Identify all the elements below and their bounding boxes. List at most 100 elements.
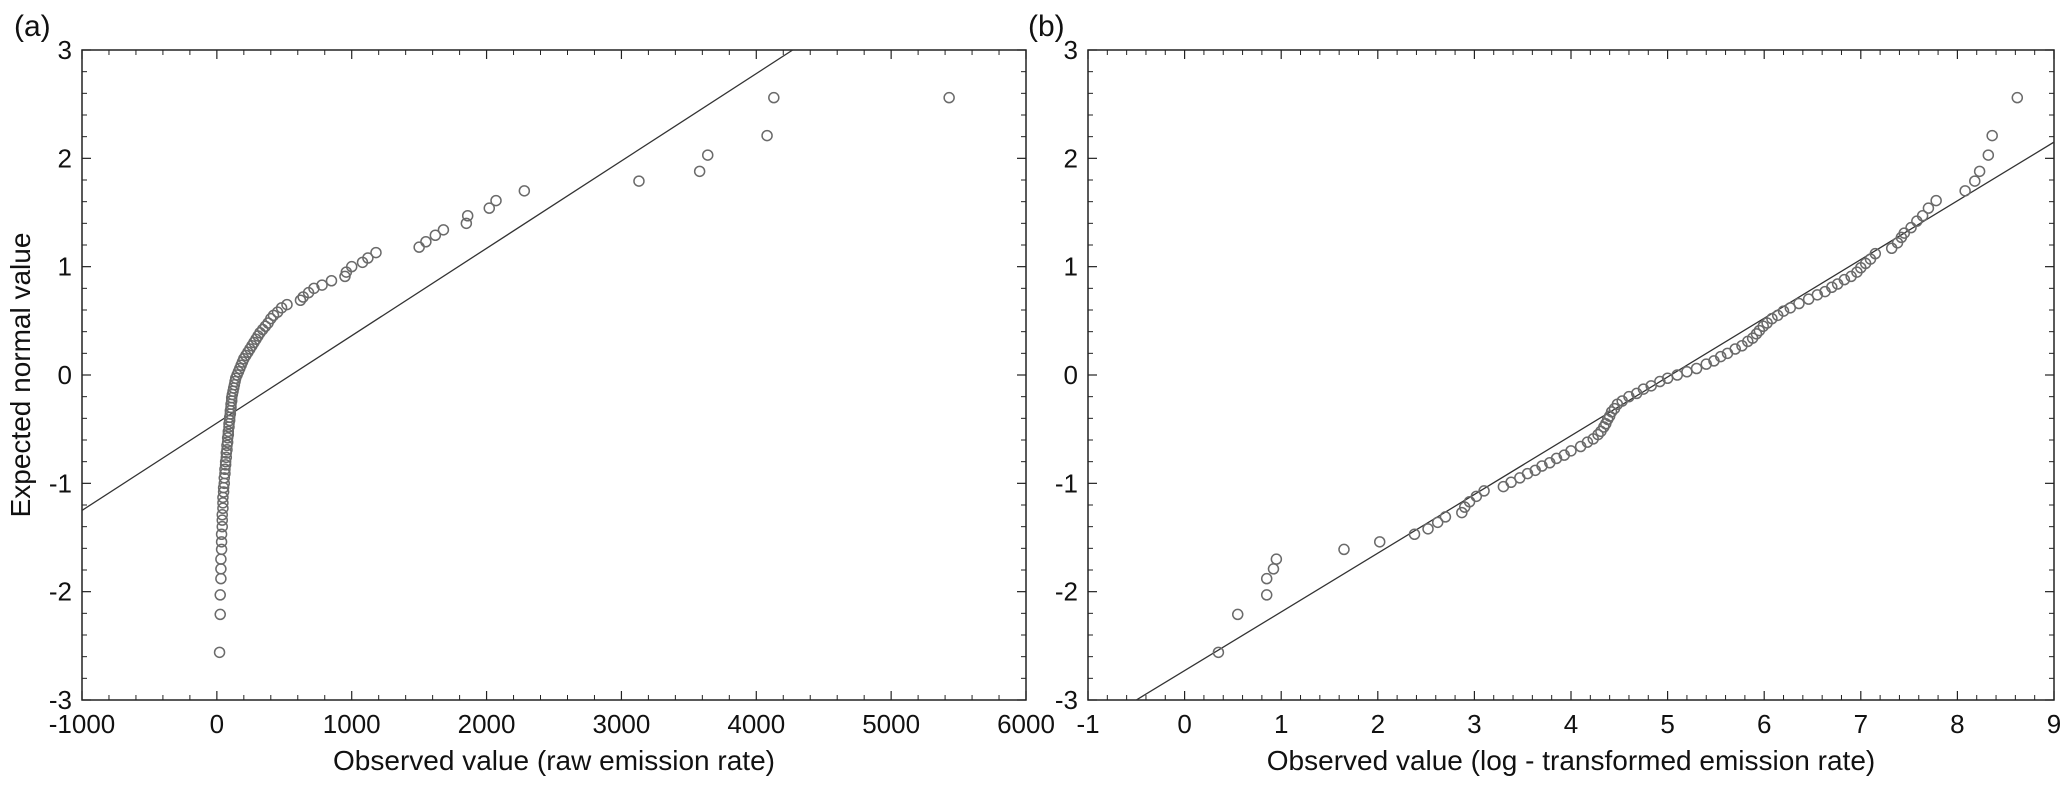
data-point: [345, 260, 358, 273]
y-tick-label: 1: [58, 252, 72, 282]
data-point: [1930, 194, 1942, 207]
data-point: [1982, 149, 1995, 161]
panel-label: (b): [1028, 10, 1065, 43]
x-tick-label: 5: [1660, 709, 1674, 739]
data-point: [1922, 202, 1935, 214]
data-point: [1757, 320, 1769, 332]
data-point: [1408, 528, 1421, 540]
data-point: [490, 194, 502, 207]
y-tick-label: 3: [1064, 35, 1078, 65]
data-point: [633, 175, 645, 187]
data-point: [1270, 553, 1283, 565]
data-point: [693, 165, 706, 178]
data-point: [1690, 362, 1703, 375]
data-point: [1550, 452, 1563, 465]
y-tick-label: -2: [1055, 577, 1078, 607]
data-point: [265, 312, 277, 325]
panel-a: -1000 0 1000 2000 3000 4000 5000 6000 -3 -2 -1 0 1 2 3…: [5, 10, 1055, 776]
data-point: [370, 246, 382, 259]
x-tick-label: 3: [1467, 709, 1481, 739]
data-point: [1212, 646, 1225, 659]
data-point: [1470, 490, 1483, 503]
y-tick-label: 1: [1064, 252, 1078, 282]
data-points: [213, 91, 955, 659]
x-tick-label: 7: [1854, 709, 1868, 739]
data-point: [1714, 350, 1727, 363]
y-tick-label: 3: [58, 35, 72, 65]
y-tick-label: -2: [49, 577, 72, 607]
data-point: [294, 294, 307, 306]
x-axis-title: Observed value (raw emission rate): [333, 745, 775, 776]
y-tick-label: 0: [1064, 360, 1078, 390]
data-point: [429, 229, 442, 241]
y-tick-label: -1: [1055, 468, 1078, 498]
reference-line: [82, 50, 794, 511]
data-point: [1637, 383, 1650, 395]
data-point: [413, 241, 425, 253]
data-point: [222, 425, 235, 438]
data-point: [1536, 460, 1548, 472]
data-point: [1681, 366, 1693, 378]
x-tick-label: 4000: [727, 709, 785, 739]
data-point: [222, 428, 235, 441]
data-point: [214, 608, 226, 621]
x-tick-label: 0: [1177, 709, 1191, 739]
y-tick-label: -3: [1055, 685, 1078, 715]
data-point: [1973, 165, 1986, 178]
data-point: [943, 91, 955, 104]
x-tick-label: 3000: [593, 709, 651, 739]
data-point: [1959, 185, 1971, 197]
x-axis-title: Observed value (log - transformed emissi…: [1267, 745, 1875, 776]
data-point: [1456, 506, 1468, 519]
data-point: [461, 210, 474, 222]
x-tick-label: 2: [1371, 709, 1385, 739]
data-point: [316, 279, 328, 291]
plot-frame: [1087, 49, 2055, 701]
x-tick-label: 0: [210, 709, 224, 739]
data-point: [217, 497, 229, 509]
data-point: [1623, 390, 1635, 403]
reference-line: [1135, 141, 2054, 700]
data-point: [221, 444, 233, 456]
data-point: [218, 472, 231, 484]
y-axis-title: Expected normal value: [5, 233, 36, 518]
data-point: [761, 129, 773, 142]
x-tick-label: 2000: [458, 709, 516, 739]
data-point: [216, 520, 229, 533]
y-tick-label: 2: [58, 143, 72, 173]
data-point: [1811, 289, 1824, 301]
data-point: [219, 459, 232, 471]
data-point: [221, 436, 234, 448]
data-points: [1212, 91, 2024, 659]
data-point: [1373, 536, 1386, 548]
data-point: [1905, 221, 1917, 234]
x-tick-label: 9: [2047, 709, 2061, 739]
data-point: [1338, 543, 1350, 556]
data-point: [215, 528, 228, 540]
x-tick-label: -1000: [49, 709, 116, 739]
data-point: [1605, 406, 1618, 418]
data-point: [215, 553, 227, 565]
data-point: [1885, 242, 1898, 254]
data-point: [1869, 247, 1882, 260]
data-point: [1267, 563, 1280, 575]
data-point: [216, 509, 229, 521]
data-point: [215, 563, 227, 575]
data-point: [259, 320, 272, 332]
data-point: [1581, 436, 1594, 448]
data-point: [217, 502, 229, 514]
data-point: [420, 236, 432, 248]
data-point: [518, 185, 531, 197]
data-point: [325, 275, 338, 287]
data-point: [437, 224, 450, 236]
y-tick-label: 2: [1064, 143, 1078, 173]
x-tick-label: 4: [1564, 709, 1578, 739]
y-tick-label: -1: [49, 468, 72, 498]
data-point: [1916, 210, 1929, 222]
data-point: [1766, 312, 1778, 325]
data-point: [1565, 445, 1577, 457]
data-point: [217, 486, 230, 498]
data-point: [701, 149, 714, 161]
